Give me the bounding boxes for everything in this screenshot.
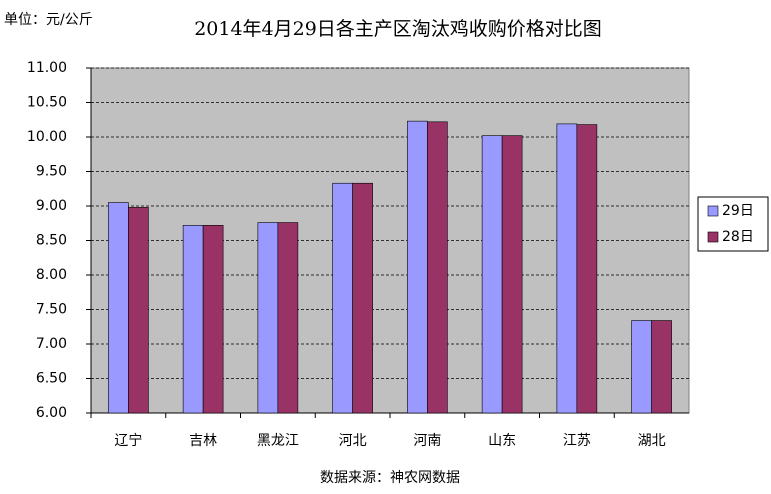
unit-label: 单位：元/公斤 — [4, 12, 93, 28]
y-tick-label: 8.50 — [36, 233, 67, 249]
chart-title: 2014年4月29日各主产区淘汰鸡收购价格对比图 — [194, 18, 602, 40]
x-tick-label: 山东 — [488, 433, 516, 449]
x-tick-label: 吉林 — [189, 433, 217, 449]
legend-label: 29日 — [722, 203, 754, 219]
x-tick-label: 湖北 — [638, 433, 666, 449]
legend-swatch — [707, 205, 719, 217]
x-tick-label: 辽宁 — [114, 432, 142, 449]
plot-area — [90, 67, 690, 414]
bar — [108, 202, 129, 414]
legend-swatch — [707, 231, 719, 243]
bar — [407, 120, 428, 414]
y-tick-label: 8.00 — [36, 267, 67, 283]
y-tick-label: 9.00 — [36, 198, 67, 214]
x-tick-label: 河南 — [413, 433, 441, 449]
source-note: 数据来源：神农网数据 — [320, 470, 460, 486]
y-tick-label: 6.50 — [36, 371, 67, 387]
bar — [257, 222, 279, 414]
y-tick-label: 7.50 — [36, 302, 67, 318]
y-tick-label: 6.00 — [36, 405, 67, 421]
y-tick-label: 7.00 — [36, 336, 67, 352]
bar — [631, 320, 652, 414]
bar — [576, 124, 598, 414]
bar — [352, 182, 373, 414]
bar — [128, 207, 149, 414]
y-tick-label: 11.00 — [27, 60, 67, 76]
bar — [651, 320, 672, 414]
bar — [481, 135, 503, 414]
bar — [277, 222, 299, 414]
bar — [202, 225, 224, 414]
y-tick-label: 10.00 — [27, 129, 67, 145]
bar — [182, 225, 204, 414]
y-tick-label: 10.50 — [27, 95, 67, 111]
bar — [332, 182, 353, 414]
bar — [556, 123, 578, 414]
bar — [427, 121, 448, 414]
x-tick-label: 河北 — [339, 433, 367, 449]
x-tick-label: 江苏 — [563, 433, 591, 449]
bar — [501, 135, 523, 414]
legend-label: 28日 — [722, 229, 754, 245]
y-tick-label: 9.50 — [36, 164, 67, 180]
x-tick-label: 黑龙江 — [257, 433, 299, 449]
